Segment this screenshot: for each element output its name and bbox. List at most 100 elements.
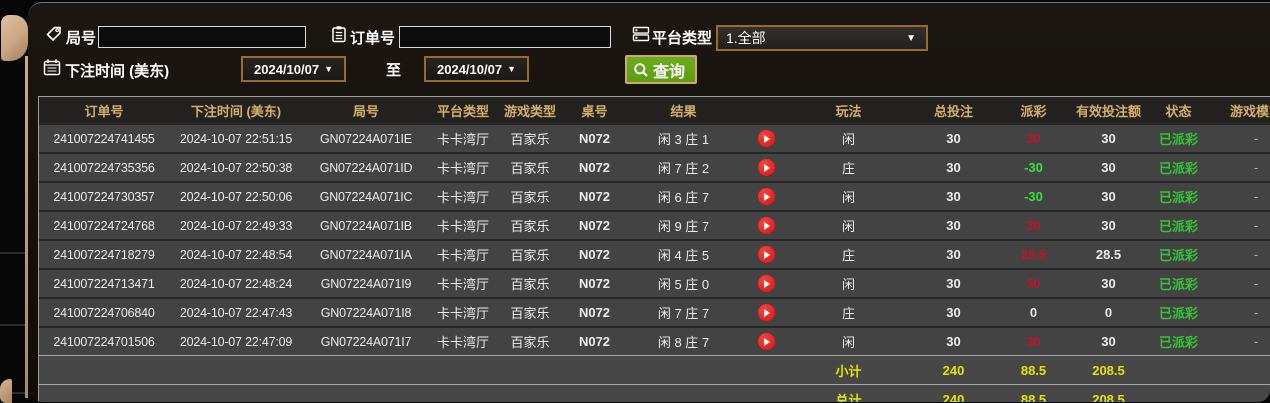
edge-divider bbox=[0, 252, 26, 254]
platform-cell: 卡卡湾厅 bbox=[436, 161, 489, 176]
replay-video-button[interactable] bbox=[741, 246, 791, 263]
game-type-cell: 百家乐 bbox=[510, 277, 550, 292]
platform-cell: 卡卡湾厅 bbox=[436, 219, 489, 234]
play-icon bbox=[757, 130, 775, 147]
platform-cell: 卡卡湾厅 bbox=[436, 335, 489, 350]
order-id-cell: 241007224735356 bbox=[53, 160, 155, 175]
play-icon bbox=[757, 304, 775, 321]
game-no-cell: GN07224A071I7 bbox=[320, 334, 412, 349]
total-bet-cell: 30 bbox=[946, 334, 961, 349]
bet-time-cell: 2024-10-07 22:51:15 bbox=[179, 131, 293, 146]
calendar-icon bbox=[43, 59, 61, 76]
date-from-picker[interactable]: 2024/10/07 ▼ bbox=[241, 56, 346, 82]
subtotal-label: 小计 bbox=[835, 363, 862, 379]
play-icon bbox=[757, 333, 775, 350]
game-no-input[interactable] bbox=[98, 26, 306, 48]
date-to-picker[interactable]: 2024/10/07 ▼ bbox=[424, 56, 529, 82]
game-mode-cell: - bbox=[1253, 131, 1259, 146]
chevron-down-icon: ▼ bbox=[507, 64, 516, 74]
total-bet-cell: 30 bbox=[946, 305, 961, 320]
grand-total-payout: 88.5 bbox=[1020, 391, 1047, 403]
table-row: 241007224741455 2024-10-07 22:51:15 GN07… bbox=[39, 123, 1270, 152]
status-cell: 已派彩 bbox=[1158, 190, 1198, 205]
valid-bet-cell: 30 bbox=[1101, 218, 1116, 233]
subtotal-row: 小计 240 88.5 208.5 bbox=[39, 355, 1270, 384]
result-cell: 闲 7 庄 7 bbox=[657, 306, 710, 321]
play-icon bbox=[757, 246, 775, 263]
replay-video-button[interactable] bbox=[741, 159, 791, 176]
replay-video-button[interactable] bbox=[741, 275, 791, 292]
main-panel: 局号 订单号 平台类型 1.全部 ▼ bbox=[28, 2, 1270, 402]
order-id-cell: 241007224706840 bbox=[53, 305, 155, 320]
grand-total-row: 总计 240 88.5 208.5 bbox=[39, 384, 1270, 402]
subtotal-payout: 88.5 bbox=[1020, 362, 1047, 378]
table-row: 241007224735356 2024-10-07 22:50:38 GN07… bbox=[39, 152, 1270, 181]
game-mode-cell: - bbox=[1253, 305, 1259, 320]
game-type-cell: 百家乐 bbox=[510, 248, 550, 263]
total-bet-cell: 30 bbox=[946, 218, 961, 233]
table-no-cell: N072 bbox=[578, 305, 611, 320]
col-status: 状态 bbox=[1165, 103, 1192, 119]
chevron-down-icon: ▼ bbox=[324, 64, 333, 74]
edge-divider bbox=[0, 392, 26, 394]
total-bet-cell: 30 bbox=[946, 276, 961, 291]
replay-video-button[interactable] bbox=[741, 130, 791, 147]
order-id-cell: 241007224741455 bbox=[53, 131, 155, 146]
status-cell: 已派彩 bbox=[1158, 335, 1198, 350]
result-cell: 闲 7 庄 2 bbox=[657, 161, 710, 176]
game-no-cell: GN07224A071ID bbox=[319, 160, 413, 175]
table-no-cell: N072 bbox=[578, 276, 611, 291]
status-cell: 已派彩 bbox=[1158, 306, 1198, 321]
payout-cell: 0 bbox=[1029, 305, 1038, 320]
platform-type-select[interactable]: 1.全部 ▼ bbox=[716, 25, 928, 51]
game-mode-cell: - bbox=[1253, 334, 1259, 349]
result-cell: 闲 3 庄 1 bbox=[657, 132, 710, 147]
valid-bet-cell: 30 bbox=[1101, 131, 1116, 146]
table-row: 241007224724768 2024-10-07 22:49:33 GN07… bbox=[39, 210, 1270, 239]
game-no-cell: GN07224A071IE bbox=[320, 131, 412, 146]
order-id-cell: 241007224730357 bbox=[53, 189, 155, 204]
play-type-cell: 庄 bbox=[841, 161, 855, 176]
table-no-cell: N072 bbox=[578, 218, 611, 233]
replay-video-button[interactable] bbox=[741, 304, 791, 321]
order-no-input[interactable] bbox=[399, 26, 611, 48]
game-mode-cell: - bbox=[1253, 276, 1259, 291]
col-play-type: 玩法 bbox=[835, 103, 862, 119]
total-bet-cell: 30 bbox=[946, 247, 961, 262]
valid-bet-cell: 30 bbox=[1101, 276, 1116, 291]
records-table: 订单号 下注时间 (美东) 局号 平台类型 游戏类型 桌号 结果 玩法 总投注 … bbox=[38, 96, 1270, 402]
grand-total-label: 总计 bbox=[835, 392, 862, 403]
replay-video-button[interactable] bbox=[741, 188, 791, 205]
order-id-cell: 241007224718279 bbox=[53, 247, 155, 262]
bet-time-cell: 2024-10-07 22:50:06 bbox=[179, 189, 293, 204]
game-mode-cell: - bbox=[1253, 160, 1259, 175]
result-cell: 闲 4 庄 5 bbox=[657, 248, 710, 263]
replay-video-button[interactable] bbox=[741, 217, 791, 234]
col-game-type: 游戏类型 bbox=[503, 103, 556, 119]
payout-cell: 30 bbox=[1026, 334, 1041, 349]
query-button[interactable]: 查询 bbox=[625, 55, 698, 84]
status-cell: 已派彩 bbox=[1158, 219, 1198, 234]
game-type-cell: 百家乐 bbox=[510, 219, 550, 234]
col-game-mode: 游戏模式 bbox=[1229, 103, 1270, 119]
game-no-cell: GN07224A071IA bbox=[320, 247, 412, 262]
platform-cell: 卡卡湾厅 bbox=[436, 190, 489, 205]
subtotal-total-bet: 240 bbox=[942, 362, 965, 378]
table-no-cell: N072 bbox=[578, 247, 611, 262]
bet-time-cell: 2024-10-07 22:48:54 bbox=[179, 247, 293, 262]
result-cell: 闲 6 庄 7 bbox=[657, 190, 710, 205]
col-valid-bet: 有效投注额 bbox=[1075, 103, 1141, 119]
play-type-cell: 庄 bbox=[841, 248, 855, 263]
game-mode-cell: - bbox=[1253, 247, 1259, 262]
bet-time-label: 下注时间 (美东) bbox=[65, 63, 170, 80]
result-cell: 闲 8 庄 7 bbox=[657, 335, 710, 350]
valid-bet-cell: 30 bbox=[1101, 334, 1116, 349]
order-id-cell: 241007224724768 bbox=[53, 218, 155, 233]
valid-bet-cell: 0 bbox=[1104, 305, 1113, 320]
payout-cell: -30 bbox=[1024, 160, 1043, 175]
col-bet-time: 下注时间 (美东) bbox=[190, 103, 282, 119]
clipboard-icon bbox=[332, 26, 346, 43]
platform-selected-value: 1.全部 bbox=[726, 30, 766, 46]
order-id-cell: 241007224713471 bbox=[53, 276, 155, 291]
replay-video-button[interactable] bbox=[741, 333, 791, 350]
